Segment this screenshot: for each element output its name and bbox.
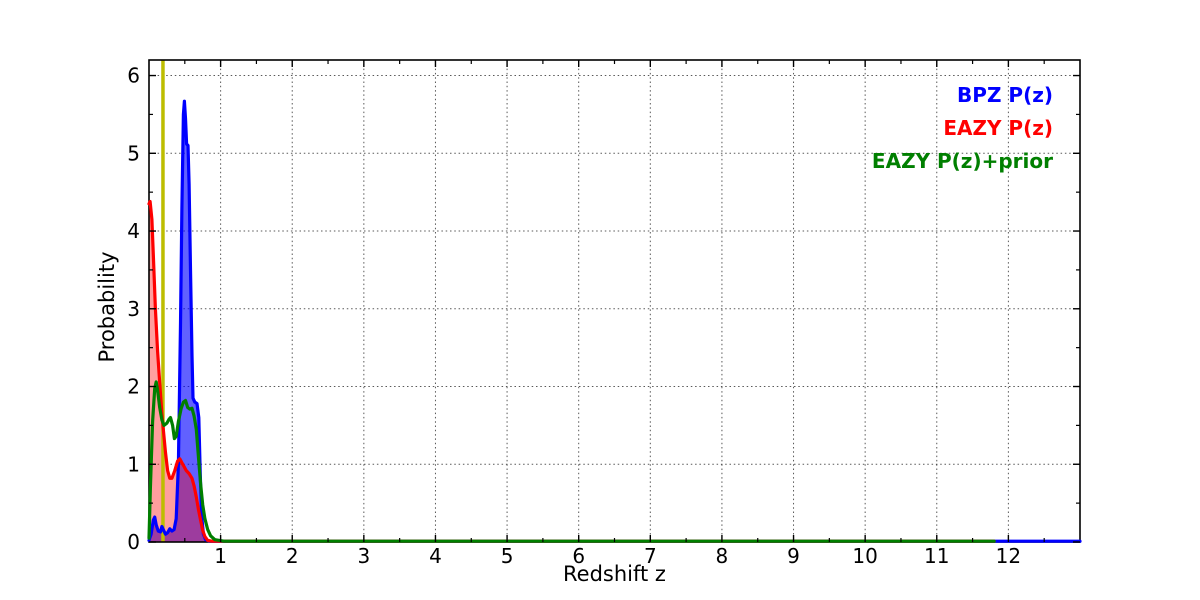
x-tick-label-8: 8	[716, 544, 729, 568]
y-tick-label-0: 0	[127, 530, 140, 554]
x-tick-label-7: 7	[644, 544, 657, 568]
x-tick-label-6: 6	[572, 544, 585, 568]
y-tick-label-1: 1	[127, 452, 140, 476]
x-tick-label-3: 3	[357, 544, 370, 568]
y-axis-label: Probability	[95, 251, 119, 363]
y-tick-label-3: 3	[127, 297, 140, 321]
x-tick-label-4: 4	[429, 544, 442, 568]
legend: BPZ P(z) EAZY P(z) EAZY P(z)+prior	[872, 79, 1053, 178]
series-line-1	[147, 199, 996, 543]
legend-entry-eazy-prior: EAZY P(z)+prior	[871, 149, 1053, 173]
y-tick-label-4: 4	[127, 219, 140, 243]
legend-entry-eazy: EAZY P(z)	[943, 116, 1053, 140]
x-tick-label-5: 5	[501, 544, 514, 568]
x-tick-label-9: 9	[787, 544, 800, 568]
series-fill-1	[149, 201, 995, 542]
series-line-2	[147, 380, 996, 543]
y-tick-label-5: 5	[127, 141, 140, 165]
x-tick-label-2: 2	[286, 544, 299, 568]
x-tick-label-1: 1	[214, 544, 227, 568]
x-tick-label-12: 12	[996, 544, 1021, 568]
x-axis-label: Redshift z	[563, 562, 666, 586]
x-tick-label-10: 10	[852, 544, 877, 568]
x-tick-label-11: 11	[924, 544, 949, 568]
legend-entry-bpz: BPZ P(z)	[957, 83, 1053, 107]
y-tick-label-6: 6	[127, 64, 140, 88]
y-tick-label-2: 2	[127, 375, 140, 399]
